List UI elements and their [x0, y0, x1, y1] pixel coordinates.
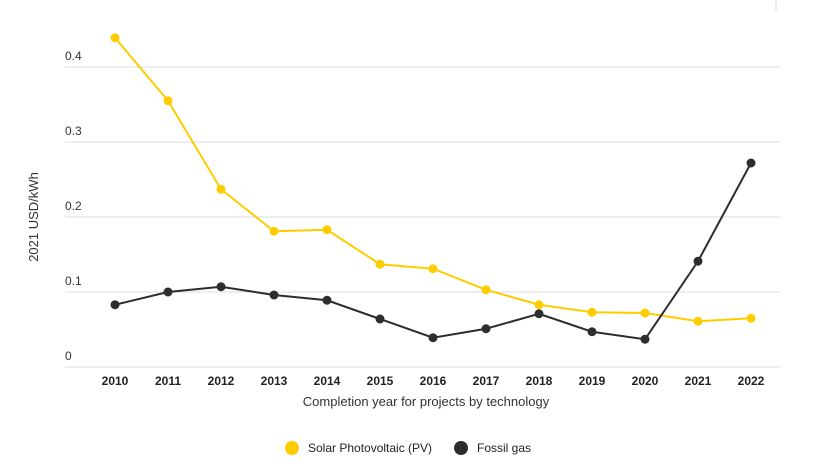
data-point: [587, 327, 597, 337]
data-point: [216, 282, 226, 292]
series-line-0: [114, 37, 752, 323]
x-tick-label: 2013: [261, 374, 288, 388]
x-tick-label: 2021: [685, 374, 712, 388]
data-point: [428, 333, 438, 343]
legend-label-solar: Solar Photovoltaic (PV): [308, 441, 432, 455]
x-tick-label: 2022: [738, 374, 765, 388]
data-point: [640, 308, 650, 318]
data-point: [481, 324, 491, 334]
x-tick-label: 2018: [526, 374, 553, 388]
data-point: [322, 295, 332, 305]
data-point: [269, 226, 279, 236]
data-point: [428, 264, 438, 274]
data-point: [216, 184, 226, 194]
legend-label-gas: Fossil gas: [477, 441, 531, 455]
y-tick-label: 0: [65, 349, 72, 363]
data-point: [110, 33, 120, 43]
data-point: [110, 300, 120, 310]
data-point: [481, 285, 491, 295]
series-line-1: [114, 162, 752, 341]
legend-marker-gas: [454, 441, 468, 455]
data-point: [587, 307, 597, 317]
data-point: [269, 290, 279, 300]
data-point: [534, 300, 544, 310]
x-tick-label: 2019: [579, 374, 606, 388]
data-point: [163, 287, 173, 297]
x-tick-label: 2011: [155, 374, 181, 388]
data-point: [375, 259, 385, 269]
x-tick-label: 2016: [420, 374, 447, 388]
y-tick-label: 0.3: [65, 124, 82, 138]
data-point: [746, 313, 756, 323]
x-tick-label: 2010: [102, 374, 129, 388]
data-point: [534, 309, 544, 319]
x-tick-label: 2017: [473, 374, 500, 388]
y-tick-label: 0.1: [65, 274, 82, 288]
y-tick-label: 0.4: [65, 49, 82, 63]
x-tick-label: 2012: [208, 374, 235, 388]
legend: Solar Photovoltaic (PV) Fossil gas: [285, 441, 531, 455]
legend-marker-solar: [285, 441, 299, 455]
data-point: [693, 316, 703, 326]
x-tick-label: 2014: [314, 374, 341, 388]
y-tick-label: 0.2: [65, 199, 82, 213]
data-point: [746, 158, 756, 168]
data-point: [640, 334, 650, 344]
x-tick-label: 2015: [367, 374, 394, 388]
data-point: [375, 314, 385, 324]
data-point: [163, 96, 173, 106]
data-point: [693, 256, 703, 266]
x-axis-label: Completion year for projects by technolo…: [303, 394, 550, 409]
data-point: [322, 225, 332, 235]
x-tick-label: 2020: [632, 374, 659, 388]
y-axis-label: 2021 USD/kWh: [26, 172, 41, 262]
